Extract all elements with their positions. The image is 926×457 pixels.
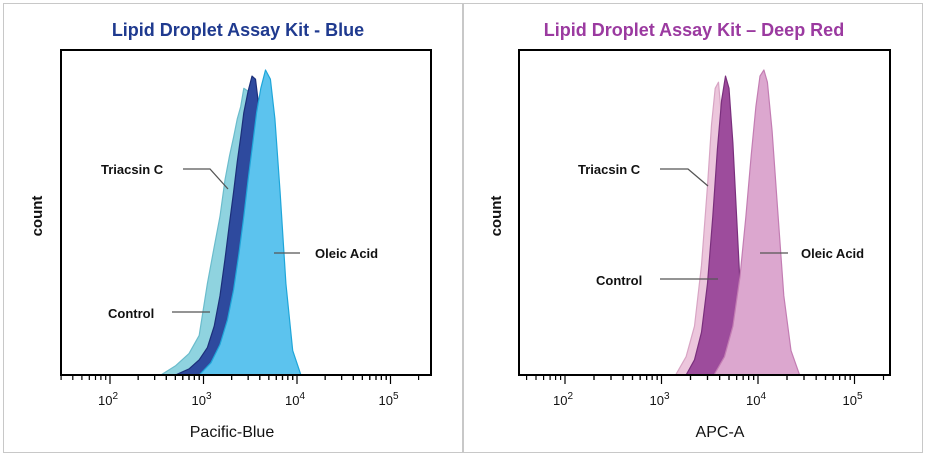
x-axis-label: Pacific-Blue bbox=[190, 424, 275, 441]
x-tick-label: 104 bbox=[285, 391, 305, 408]
plot-area bbox=[60, 49, 432, 376]
annotation-label: Control bbox=[596, 273, 642, 288]
annotation-label: Triacsin C bbox=[101, 162, 164, 177]
annotation-oleic-acid: Oleic Acid bbox=[760, 246, 864, 261]
x-tick-label: 104 bbox=[746, 391, 766, 408]
x-axis-label: APC-A bbox=[696, 424, 745, 441]
x-tick-label: 102 bbox=[98, 391, 118, 408]
panel-frame-blue bbox=[3, 3, 463, 453]
annotation-label: Control bbox=[108, 306, 154, 321]
annotation-leader bbox=[660, 168, 709, 187]
series-area-oleic-acid bbox=[713, 69, 801, 376]
annotation-triacsin-c: Triacsin C bbox=[101, 162, 229, 190]
x-tick-label: 105 bbox=[378, 391, 398, 408]
annotation-triacsin-c: Triacsin C bbox=[578, 162, 709, 187]
x-axis-ticks: 102 103 104 105 bbox=[525, 375, 885, 408]
x-tick-label: 103 bbox=[649, 391, 669, 408]
annotation-label: Oleic Acid bbox=[315, 246, 378, 261]
chart-title: Lipid Droplet Assay Kit – Deep Red bbox=[544, 20, 844, 40]
panel-frame-deep-red bbox=[463, 3, 923, 453]
series-area-oleic-acid bbox=[198, 69, 302, 376]
x-tick-label: 102 bbox=[553, 391, 573, 408]
chart-panel-deep-red: Lipid Droplet Assay Kit – Deep Red 102 10… bbox=[488, 20, 891, 441]
y-axis-label: count bbox=[29, 196, 46, 237]
annotation-control: Control bbox=[108, 306, 210, 321]
x-axis-ticks: 102 103 104 105 bbox=[60, 375, 420, 408]
x-tick-label: 103 bbox=[191, 391, 211, 408]
x-tick-label: 105 bbox=[842, 391, 862, 408]
annotation-oleic-acid: Oleic Acid bbox=[274, 246, 378, 261]
chart-title: Lipid Droplet Assay Kit - Blue bbox=[112, 20, 364, 40]
chart-panel-blue: Lipid Droplet Assay Kit - Blue 102 103 104… bbox=[29, 20, 432, 441]
series-layer bbox=[160, 69, 302, 376]
plot-area bbox=[518, 49, 891, 376]
annotation-control: Control bbox=[596, 273, 718, 288]
annotation-label: Oleic Acid bbox=[801, 246, 864, 261]
y-axis-label: count bbox=[488, 196, 505, 237]
annotation-label: Triacsin C bbox=[578, 162, 641, 177]
annotation-leader bbox=[183, 168, 229, 190]
series-layer bbox=[675, 69, 801, 376]
